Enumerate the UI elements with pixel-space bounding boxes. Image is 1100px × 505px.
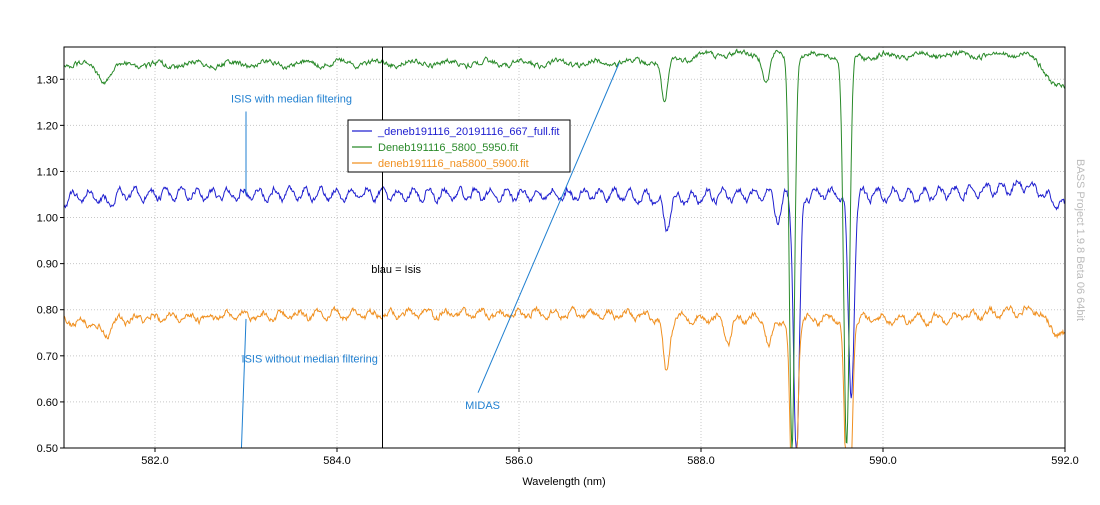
series-line-2 [63,48,1066,449]
x-tick-label: 590.0 [869,455,897,467]
legend-label: _deneb191116_20191116_667_full.fit [377,126,559,138]
plot-frame [63,46,1066,449]
annotation-label: MIDAS [465,400,500,412]
axis-layer: 582.0 584.0 586.0 588.0 590.0 592.0 0.50 0.60 0.… [37,74,1079,467]
legend-label: Deneb191116_5800_5950.fit [378,142,518,154]
legend-label: deneb191116_na5800_5900.fit [378,158,529,170]
y-tick-label: 0.90 [37,259,58,271]
y-tick-label: 0.50 [37,443,58,455]
y-tick-label: 1.30 [37,74,58,86]
annotation-label: ISIS with median filtering [231,93,352,105]
grid-layer [64,47,1066,449]
x-tick-label: 588.0 [687,455,715,467]
y-tick-label: 0.70 [37,351,58,363]
y-tick-label: 1.20 [37,120,58,132]
x-tick-label: 592.0 [1051,455,1079,467]
legend-box [347,119,571,173]
series-layer [63,47,1066,449]
annotation-label: ISIS without median filtering [242,354,378,366]
y-tick-label: 1.00 [37,213,58,225]
series-line-3 [63,304,1066,449]
y-tick-label: 0.80 [37,305,58,317]
x-tick-label: 584.0 [323,455,351,467]
annotation-label: blau = Isis [371,264,421,276]
x-tick-label: 582.0 [141,455,169,467]
annotation-layer: ISIS with median filtering blau = Isis ISI… [231,62,620,449]
x-axis-label: Wavelength (nm) [522,476,605,488]
y-tick-label: 0.60 [37,397,58,409]
side-caption: BASS Project 1.9.8 Beta 06 64bit [1074,159,1086,321]
annotation-pointer [477,62,620,393]
legend: _deneb191116_20191116_667_full.fit Deneb1… [347,119,571,173]
x-tick-label: 586.0 [505,455,533,467]
y-tick-label: 1.10 [37,166,58,178]
series-line-1 [63,179,1066,449]
annotation-pointer [240,318,247,449]
